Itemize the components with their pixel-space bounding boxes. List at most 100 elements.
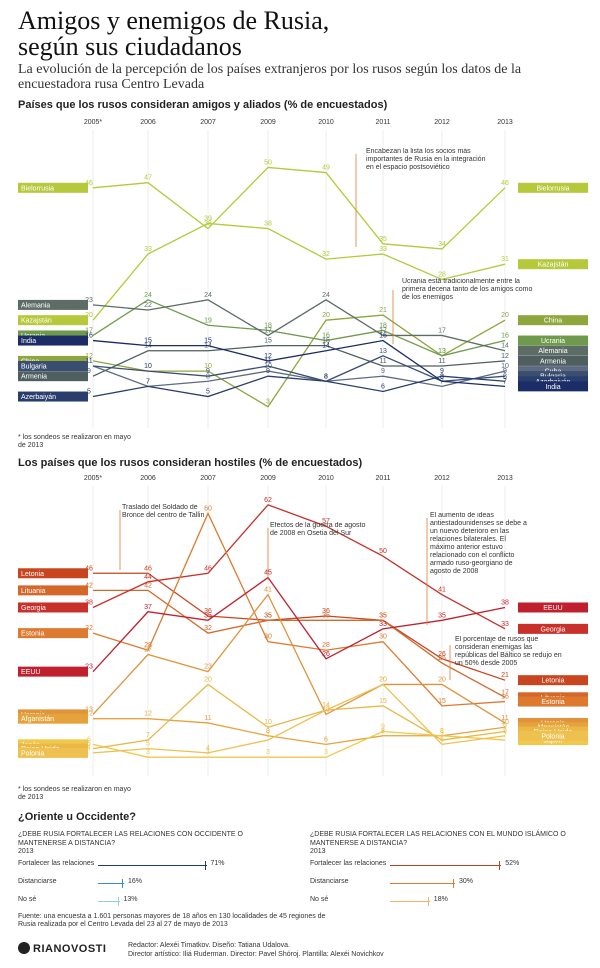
data-label: 12: [264, 353, 272, 360]
data-label: 8: [503, 373, 507, 380]
bar-right-0: [390, 865, 502, 866]
legend-box-right-cuba: [518, 366, 588, 377]
bar-end-tick-right-0: [499, 861, 501, 870]
legend-label-left-alemania: Alemania: [21, 302, 50, 309]
data-label: 9: [206, 368, 210, 375]
data-label: 20: [438, 676, 446, 683]
data-label: 10: [501, 719, 509, 726]
bar-end-tick-right-2: [427, 897, 429, 906]
legend-box-left-ucrania: [18, 330, 88, 341]
data-label: 9: [503, 724, 507, 731]
data-label: 33: [379, 246, 387, 253]
data-label: 25: [438, 655, 446, 662]
data-label: 32: [85, 625, 93, 632]
data-label: 23: [85, 664, 93, 671]
data-label: 6: [381, 383, 385, 390]
data-label: 32: [204, 625, 212, 632]
data-label: 46: [144, 565, 152, 572]
page-subtitle: La evolución de la percepción de los paí…: [18, 62, 522, 92]
series-line-india: [92, 339, 506, 388]
bar-label-left-0: Fortalecer las relaciones: [18, 860, 95, 867]
data-label: 12: [85, 353, 93, 360]
legend-label-right-georgia: Georgia: [541, 626, 566, 633]
annotation-text: Ucrania está tradicionalmente entre la p…: [402, 278, 532, 301]
data-label: 14: [322, 702, 330, 709]
legend-label-right-bielorrusia: Bielorrusia: [536, 185, 569, 192]
legend-box-left-estonia: [18, 628, 88, 639]
data-label: 15: [438, 698, 446, 705]
data-label: 4: [87, 745, 91, 752]
data-label: 10: [144, 363, 152, 370]
data-label: 15: [322, 338, 330, 345]
bar-left-1: [98, 883, 124, 884]
data-label: 17: [85, 327, 93, 334]
legend-box-left-kazajstan: [18, 315, 88, 326]
data-label: 50: [264, 159, 272, 166]
data-label: 46: [85, 180, 93, 187]
legend-label-right-eeuu: EEUU: [543, 605, 562, 612]
legend-label-right-armenia: Armenia: [540, 358, 566, 365]
data-label: 12: [501, 353, 509, 360]
right-year: 2013: [310, 848, 326, 855]
data-label: 8: [324, 373, 328, 380]
data-label: 14: [322, 343, 330, 350]
legend-label-left-azerbaiyan: Azerbaiyán: [21, 394, 56, 401]
data-label: 15: [144, 338, 152, 345]
annotation-text: Traslado del Soldado de Bronce del centr…: [122, 504, 204, 519]
data-label: 35: [264, 612, 272, 619]
bar-label-left-1: Distanciarse: [18, 878, 57, 885]
data-label: 16: [85, 333, 93, 340]
year-label: 2007: [200, 119, 216, 126]
bar-end-tick-left-2: [117, 897, 119, 906]
series-line-cuba: [92, 365, 506, 388]
data-label: 21: [379, 307, 387, 314]
legend-box-right-bulgaria: [518, 371, 588, 382]
data-label: 39: [204, 215, 212, 222]
legend-box-right-polonia: [518, 730, 588, 741]
legend-box-right-kazajstan: [518, 259, 588, 270]
right-question: ¿DEBE RUSIA FORTALECER LAS RELACIONES CO…: [310, 831, 566, 847]
data-label: 8: [324, 373, 328, 380]
data-label: 8: [503, 728, 507, 735]
legend-box-right-armenia: [518, 355, 588, 366]
year-label: 2006: [140, 119, 156, 126]
data-label: 16: [501, 694, 509, 701]
data-label: 7: [503, 378, 507, 385]
data-label: 16: [379, 333, 387, 340]
legend-box-right-bielorrusia: [518, 182, 588, 193]
legend-box-right-azerbaiyan: [518, 376, 588, 387]
legend-label-left-polonia: Polonia: [21, 750, 44, 757]
data-label: 5: [146, 741, 150, 748]
series-line-estonia: [92, 511, 506, 707]
data-label: 28: [438, 271, 446, 278]
data-label: 33: [501, 621, 509, 628]
bar-end-tick-right-1: [453, 879, 454, 888]
data-label: 21: [501, 672, 509, 679]
data-label: 42: [85, 582, 93, 589]
series-line-afganistan: [93, 718, 506, 745]
data-label: 36: [322, 608, 330, 615]
legend-box-left-georgia: [18, 602, 88, 613]
data-label: 23: [204, 664, 212, 671]
data-label: 62: [264, 497, 272, 504]
data-label: 9: [266, 368, 270, 375]
bar-right-1: [390, 883, 455, 884]
legend-box-left-azerbaiyan: [18, 391, 88, 402]
credits: Redactor: Alexéi Timatkov. Diseño: Tatia…: [128, 942, 384, 958]
legend-label-left-estonia: Estonia: [21, 631, 44, 638]
data-label: 38: [85, 599, 93, 606]
legend-label-left-letonia: Letonia: [21, 571, 44, 578]
year-label: 2005*: [84, 475, 103, 482]
annotation-text: Efectos de la guerra de agosto de 2008 e…: [270, 522, 365, 537]
data-label: 28: [144, 642, 152, 649]
data-label: 6: [440, 736, 444, 743]
bar-end-tick-left-1: [122, 879, 123, 888]
data-label: 60: [204, 505, 212, 512]
legend-label-left-eeuu: EEUU: [21, 669, 40, 676]
legend-box-right-china: [518, 315, 588, 326]
legend-box-left-polonia: [18, 747, 88, 758]
data-label: 14: [501, 343, 509, 350]
left-year: 2013: [18, 848, 34, 855]
year-label: 2010: [318, 475, 334, 482]
